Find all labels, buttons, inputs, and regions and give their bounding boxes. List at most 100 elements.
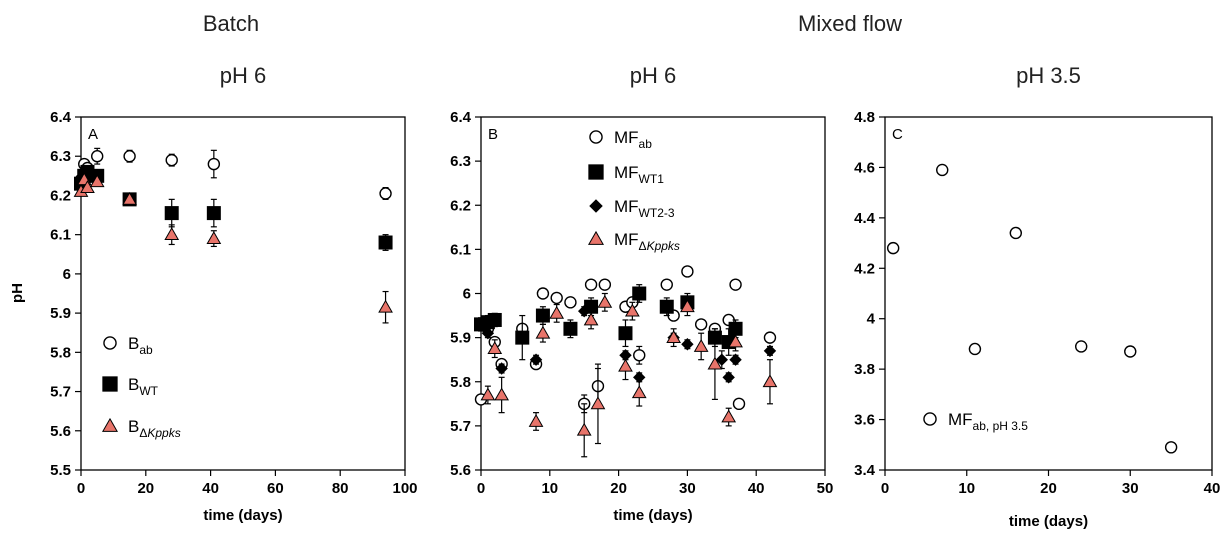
- x-tick-label: 100: [392, 480, 417, 497]
- y-tick-label: 6.1: [450, 241, 471, 258]
- x-tick-label: 80: [332, 480, 349, 497]
- data-point: [206, 206, 221, 221]
- y-tick-label: 4.4: [854, 210, 876, 227]
- data-point: [529, 353, 543, 366]
- y-tick-label: 6.3: [50, 148, 71, 165]
- panel-label: A: [88, 126, 98, 143]
- data-point: [122, 191, 137, 205]
- data-point: [207, 157, 221, 171]
- data-point: [487, 312, 502, 327]
- data-point: [763, 331, 777, 344]
- series-triangle: [480, 292, 778, 458]
- legend-marker: [923, 412, 937, 426]
- series-circle: [886, 163, 1178, 454]
- y-tick-label: 5.7: [450, 418, 471, 435]
- data-point: [631, 385, 647, 399]
- data-point: [693, 338, 709, 352]
- data-point: [89, 174, 105, 188]
- data-point: [535, 325, 551, 339]
- data-point: [536, 287, 550, 300]
- x-axis-label: time (days): [203, 507, 282, 524]
- y-tick-label: 4.2: [854, 260, 875, 277]
- data-point: [681, 265, 694, 278]
- data-point: [515, 330, 530, 345]
- y-tick-label: 6: [463, 286, 471, 303]
- y-axis-label: pH: [9, 283, 26, 303]
- plot-frame: [80, 116, 406, 471]
- x-tick-label: 20: [610, 480, 627, 497]
- data-point: [487, 341, 503, 355]
- mixed-flow-header: Mixed flow: [798, 11, 902, 36]
- data-point: [1009, 226, 1022, 240]
- data-point: [681, 338, 694, 351]
- x-tick-label: 40: [1204, 480, 1221, 497]
- y-tick-label: 6.3: [450, 153, 471, 170]
- y-tick-label: 3.4: [854, 462, 876, 479]
- y-tick-label: 6.1: [50, 227, 71, 244]
- legend-entry: BΔKppks: [101, 417, 181, 440]
- panels: pH 65.55.65.75.85.966.16.26.36.40 20 40 60 8…: [9, 63, 1220, 530]
- y-tick-label: 4.6: [854, 159, 875, 176]
- data-point: [564, 296, 577, 309]
- data-point: [480, 387, 496, 401]
- data-point: [528, 413, 544, 427]
- x-axis-label: time (days): [1009, 513, 1088, 530]
- data-point: [936, 163, 949, 177]
- series-circle: [74, 147, 392, 200]
- legend-marker: [589, 130, 603, 144]
- x-tick-label: 40: [748, 480, 765, 497]
- batch-header: Batch: [203, 11, 259, 36]
- legend-marker: [102, 376, 118, 392]
- data-point: [659, 299, 674, 314]
- data-point: [563, 321, 578, 336]
- plot-frame: [480, 116, 826, 471]
- x-tick-label: 0: [477, 480, 485, 497]
- data-point: [886, 241, 900, 255]
- panel-label: C: [892, 126, 903, 143]
- data-point: [618, 326, 633, 341]
- data-point: [715, 353, 729, 366]
- data-point: [90, 150, 104, 163]
- legend-entry: MFΔKppks: [587, 230, 680, 253]
- data-point: [597, 294, 613, 308]
- legend-entry: BWT: [102, 375, 159, 398]
- data-point: [618, 358, 633, 372]
- chart-title: pH 3.5: [1016, 63, 1081, 88]
- legend-entry: MFWT2-3: [589, 197, 675, 220]
- x-tick-label: 10: [958, 480, 975, 497]
- legend-marker: [588, 164, 604, 180]
- data-point: [378, 299, 393, 313]
- data-point: [624, 303, 640, 317]
- data-point: [494, 387, 510, 401]
- data-point: [206, 231, 222, 244]
- data-point: [379, 187, 392, 200]
- x-tick-label: 30: [679, 480, 696, 497]
- data-point: [584, 278, 598, 291]
- data-point: [590, 396, 606, 410]
- x-tick-label: 30: [1122, 480, 1139, 497]
- y-tick-label: 5.9: [50, 305, 71, 322]
- data-point: [598, 278, 612, 291]
- data-point: [481, 327, 495, 340]
- data-point: [632, 286, 647, 301]
- y-tick-label: 6: [63, 266, 71, 283]
- legend-label: BΔKppks: [128, 417, 181, 440]
- legend-marker: [101, 417, 119, 432]
- data-point: [707, 356, 723, 370]
- data-point: [1124, 345, 1137, 358]
- data-point: [495, 362, 508, 375]
- data-point: [576, 422, 592, 436]
- data-point: [378, 235, 393, 250]
- data-point: [583, 312, 599, 326]
- x-tick-label: 60: [267, 480, 284, 497]
- data-point: [722, 371, 735, 384]
- y-tick-label: 5.6: [50, 423, 71, 440]
- data-point: [729, 353, 742, 366]
- legend-label: MFab, pH 3.5: [948, 410, 1028, 433]
- data-point: [164, 227, 180, 241]
- y-tick-label: 6.2: [450, 197, 471, 214]
- data-point: [721, 409, 737, 423]
- series-square: [74, 164, 393, 251]
- legend-label: MFWT1: [614, 163, 664, 186]
